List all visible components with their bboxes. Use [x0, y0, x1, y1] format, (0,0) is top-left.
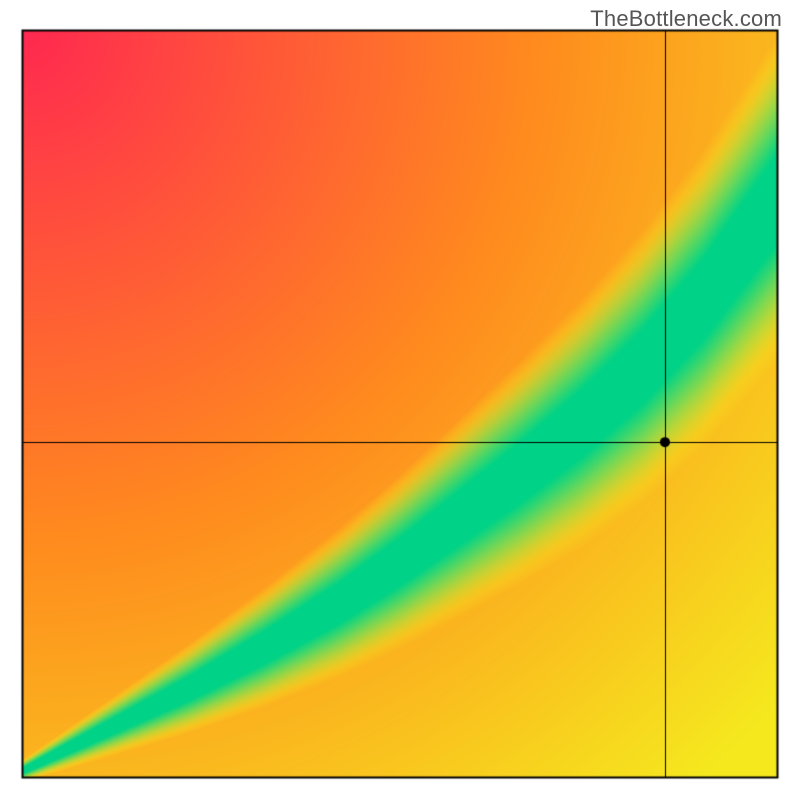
bottleneck-heatmap-canvas [0, 0, 800, 800]
watermark-text: TheBottleneck.com [590, 6, 782, 32]
chart-container: TheBottleneck.com [0, 0, 800, 800]
